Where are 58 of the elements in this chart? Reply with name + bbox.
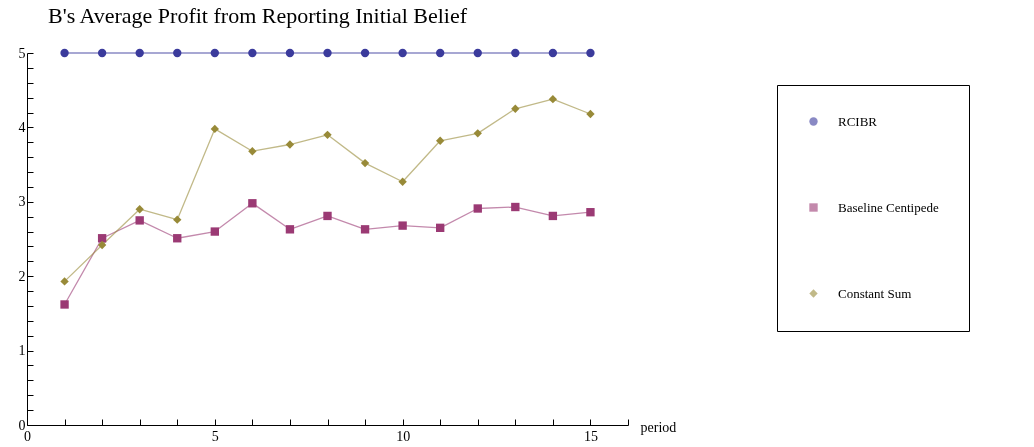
point — [360, 158, 370, 168]
point — [248, 48, 257, 58]
y-tick-label: 2 — [18, 268, 26, 284]
x-axis-title: period — [640, 419, 677, 435]
y-tick-label: 4 — [18, 119, 26, 135]
point — [436, 136, 445, 145]
point — [473, 129, 482, 138]
point — [173, 234, 182, 243]
point — [511, 48, 520, 58]
chart-title: B's Average Profit from Reporting Initial Belief — [48, 3, 468, 28]
point — [248, 147, 257, 156]
point — [436, 48, 445, 58]
point — [323, 211, 332, 221]
point — [97, 48, 107, 58]
point — [60, 277, 69, 286]
x-tick-label: 15 — [583, 428, 598, 444]
point — [548, 48, 558, 58]
point — [323, 130, 332, 140]
point — [210, 48, 219, 58]
point — [360, 225, 370, 234]
point — [135, 48, 144, 58]
point — [285, 225, 295, 234]
point — [473, 204, 482, 213]
point — [285, 140, 295, 149]
point — [586, 109, 595, 119]
point — [398, 48, 407, 58]
point — [135, 216, 144, 225]
point — [360, 48, 370, 58]
y-tick-label: 5 — [18, 45, 26, 61]
y-tick-label: 1 — [18, 343, 26, 359]
point — [398, 177, 407, 186]
legend-label: Constant Sum — [838, 285, 912, 301]
y-tick-label: 3 — [18, 194, 26, 210]
point — [135, 205, 144, 214]
point — [97, 240, 107, 250]
point — [586, 208, 595, 217]
x-tick-label: 10 — [396, 428, 411, 444]
point — [285, 48, 295, 58]
point — [398, 221, 407, 230]
legend-label: Baseline Centipede — [838, 199, 939, 215]
y-tick-label: 0 — [18, 417, 26, 433]
point — [210, 227, 219, 236]
point — [473, 48, 482, 58]
point — [436, 223, 445, 233]
point — [173, 48, 182, 58]
point — [548, 94, 558, 104]
point — [586, 48, 595, 58]
point — [60, 48, 69, 58]
point — [511, 202, 520, 212]
point — [248, 199, 257, 208]
point — [548, 211, 558, 221]
point — [173, 215, 182, 224]
point — [323, 48, 332, 58]
point — [210, 124, 219, 134]
point — [60, 300, 69, 309]
point — [511, 104, 520, 113]
x-tick-label: 5 — [211, 428, 219, 444]
legend-label: RCIBR — [838, 113, 878, 129]
